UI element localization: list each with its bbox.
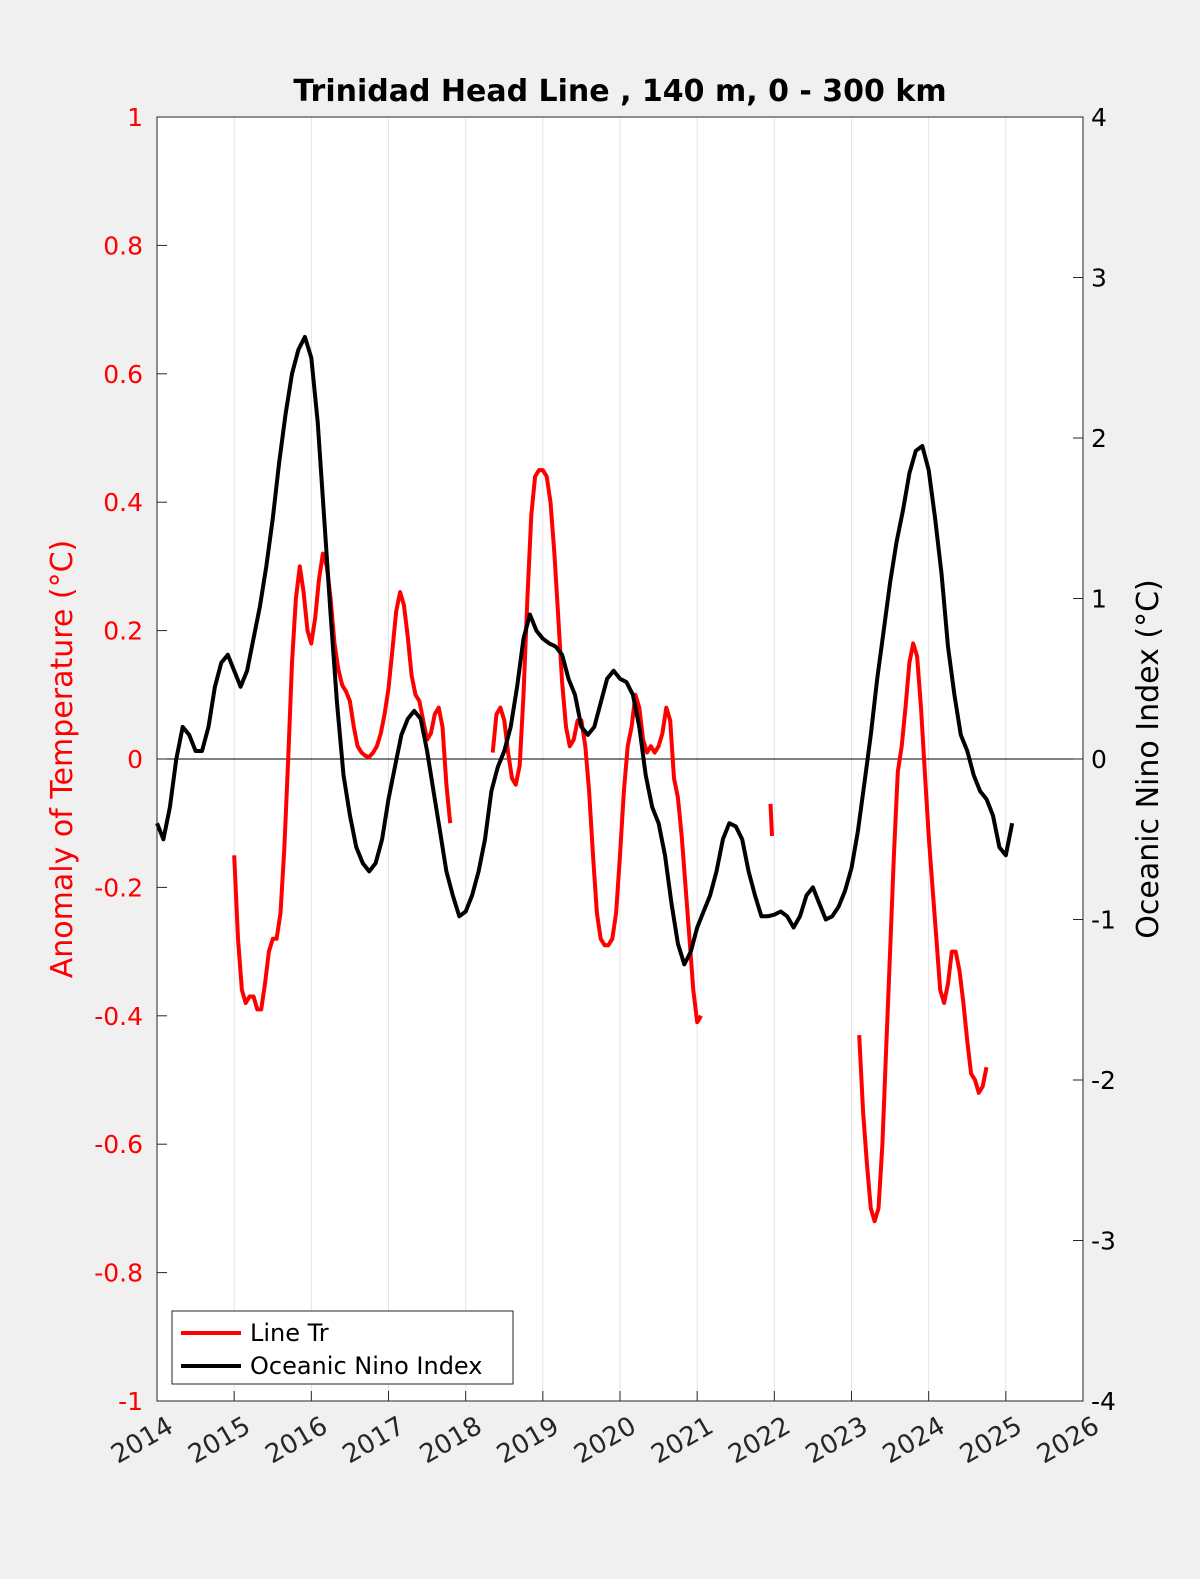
y-right-tick-label: -2: [1091, 1066, 1116, 1095]
x-tick-label: 2023: [801, 1411, 873, 1470]
y-right-tick-label: 3: [1091, 264, 1107, 293]
x-tick-label: 2024: [878, 1411, 950, 1470]
y-right-tick-label: 2: [1091, 424, 1107, 453]
x-tick-label: 2017: [338, 1411, 410, 1470]
x-tick-label: 2014: [106, 1411, 178, 1470]
legend-label-line-tr: Line Tr: [250, 1319, 329, 1347]
y-left-tick-label: 0.8: [103, 231, 143, 260]
y-left-tick-label: -0.2: [94, 873, 143, 902]
line-tr-series-line: [857, 641, 989, 1224]
x-tick-label: 2020: [569, 1411, 641, 1470]
y-left-tick-label: -1: [118, 1387, 143, 1416]
y-right-tick-label: -3: [1091, 1227, 1116, 1256]
line-tr-series-line: [768, 803, 774, 837]
y-left-tick-label: 0.6: [103, 360, 143, 389]
series-layer: [155, 334, 1015, 1224]
oni-series-line: [155, 334, 1015, 967]
legend: Line Tr Oceanic Nino Index: [171, 1310, 514, 1385]
y-axis-left-label: Anomaly of Temperature (°C): [45, 540, 80, 979]
x-tick-label: 2018: [415, 1411, 487, 1470]
chart-title: Trinidad Head Line , 140 m, 0 - 300 km: [293, 74, 946, 109]
y-left-tick-label: -0.8: [94, 1259, 143, 1288]
y-left-tick-label: 0.4: [103, 488, 143, 517]
x-tick-label: 2021: [646, 1411, 718, 1470]
x-tick-label: 2016: [261, 1411, 333, 1470]
y-left-tick-label: 0: [127, 745, 143, 774]
y-left-tick-label: 0.2: [103, 617, 143, 646]
y-right-tick-label: 1: [1091, 585, 1107, 614]
y-axis-right-label: Oceanic Nino Index (°C): [1131, 579, 1166, 939]
y-left-tick-label: 1: [127, 103, 143, 132]
x-tick-label: 2025: [955, 1411, 1027, 1470]
y-right-tick-label: -1: [1091, 906, 1116, 935]
legend-box: [171, 1310, 514, 1385]
y-right-tick-label: -4: [1091, 1387, 1116, 1416]
x-tick-label: 2019: [492, 1411, 564, 1470]
line-tr-series-line: [232, 551, 453, 1012]
x-tick-label: 2015: [183, 1411, 255, 1470]
line-tr-series-line: [490, 468, 703, 1025]
x-tick-label: 2026: [1032, 1411, 1104, 1470]
y-right-tick-label: 4: [1091, 103, 1107, 132]
x-tick-label: 2022: [724, 1411, 796, 1470]
y-right-tick-label: 0: [1091, 745, 1107, 774]
y-left-tick-label: -0.6: [94, 1130, 143, 1159]
y-left-tick-label: -0.4: [94, 1002, 143, 1031]
legend-label-oni: Oceanic Nino Index: [250, 1352, 482, 1380]
